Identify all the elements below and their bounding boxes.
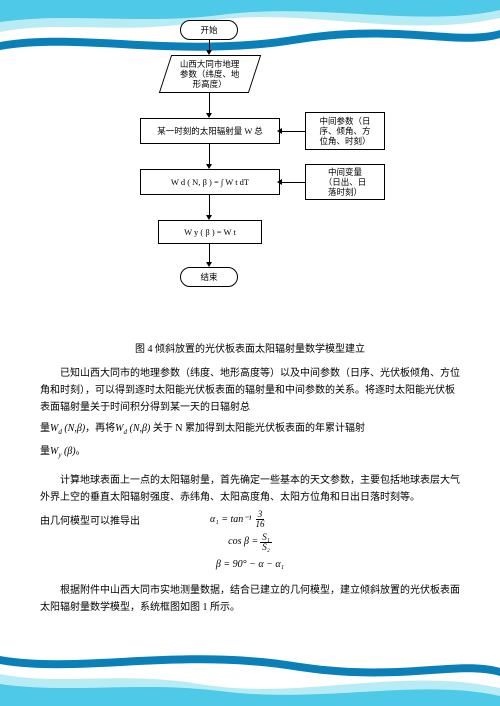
page-content: 开始 山西大同市地理 参数（纬度、地 形高度） 某一时刻的太阳辐射量 W 总 W… [0,0,500,700]
math-wd2: Wd (N,β) [115,423,150,434]
fc-arrow [209,244,210,264]
fc-wy: W y ( β ) = W t [158,220,262,244]
fc-start: 开始 [180,20,238,40]
paragraph-5: 根据附件中山西大同市实地测量数据，结合已建立的几何模型，建立倾斜放置的光伏板表面… [40,582,460,616]
paragraph-1: 已知山西大同市的地理参数（纬度、地形高度等）以及中间参数（日序、光伏板倾角、方位… [40,365,460,416]
flowchart: 开始 山西大同市地理 参数（纬度、地 形高度） 某一时刻的太阳辐射量 W 总 W… [110,20,390,330]
fc-side-vars: 中间变量 （日出、日 落时刻） [305,164,385,200]
fc-integral: W d ( N, β ) = ∫ W t dT [140,169,280,195]
fc-params: 山西大同市地理 参数（纬度、地 形高度） [159,55,261,93]
derive-row: 由几何模型可以推导出 α₁ = tan⁻¹ 316 [40,510,460,529]
math-wy: Wy (β) [50,446,76,457]
fc-arrow [280,182,305,183]
fc-radiation: 某一时刻的太阳辐射量 W 总 [140,118,280,144]
fc-arrow [209,144,210,166]
paragraph-3: 量Wy (β)。 [40,443,460,462]
eq1-lhs: α₁ = tan⁻¹ [210,514,252,525]
fc-side-params: 中间参数（日 序、倾角、方 位角、时刻） [305,112,385,150]
paragraph-4: 计算地球表面上一点的太阳辐射量，首先确定一些基本的天文参数，主要包括地球表层大气… [40,472,460,506]
fc-arrow [280,131,305,132]
math-wd: Wd (N,β) [50,423,85,434]
eq1-frac: 316 [254,510,267,529]
figure-caption: 图 4 倾斜放置的光伏板表面太阳辐射量数学模型建立 [40,340,460,355]
eq2: cos β = S₁S₂ [40,533,460,552]
fc-arrow [209,93,210,115]
fc-end: 结束 [180,267,238,287]
fc-arrowhead [277,128,282,134]
eq3: β = 90° − α − α₁ [40,556,460,574]
paragraph-2: 量Wd (N,β)，再将Wd (N,β) 关于 N 累加得到太阳能光伏板表面的年… [40,420,460,439]
fc-arrowhead [277,179,282,185]
fc-arrow [209,195,210,217]
